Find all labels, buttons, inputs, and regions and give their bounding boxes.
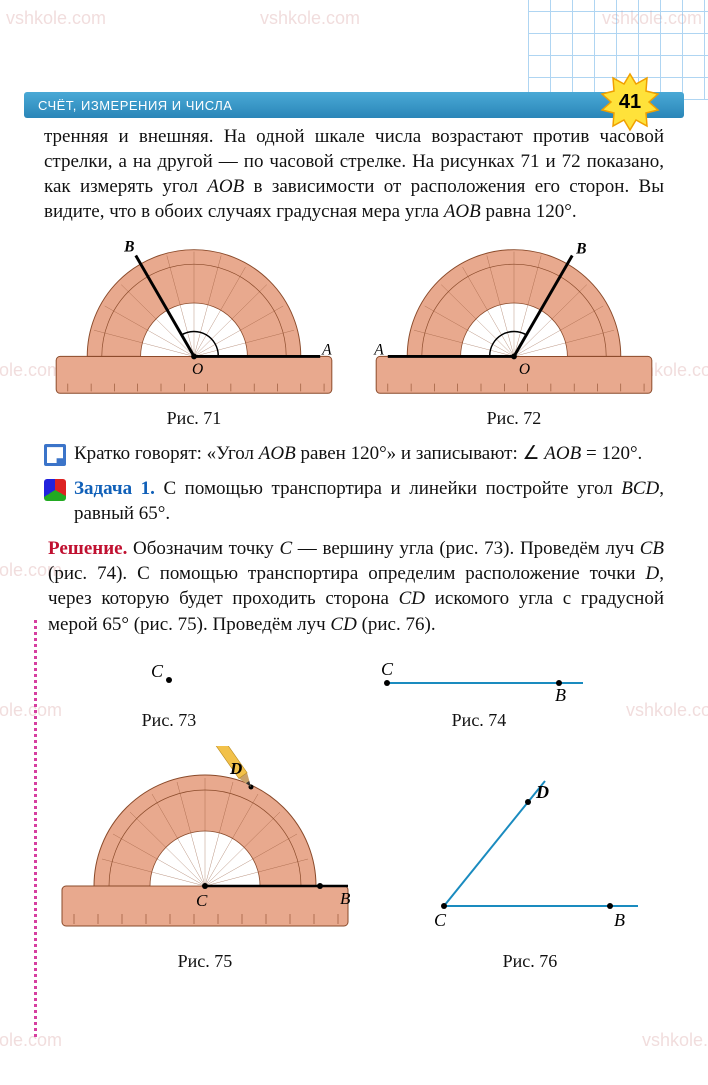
book-icon: [44, 444, 66, 466]
svg-text:A: A: [373, 342, 384, 359]
task-block: Задача 1. С помощью транспортира и линей…: [44, 476, 664, 526]
svg-text:B: B: [555, 685, 566, 705]
svg-text:C: C: [151, 661, 164, 681]
figure-76: C B D Рис. 76: [396, 746, 664, 974]
page-number-star: 41: [600, 72, 660, 132]
svg-text:C: C: [196, 891, 208, 910]
watermark: vshkole.com: [6, 8, 106, 29]
svg-text:C: C: [434, 910, 447, 930]
solution-label: Решение.: [48, 538, 127, 559]
svg-text:D: D: [229, 759, 242, 778]
section-header: СЧЁТ, ИЗМЕРЕНИЯ И ЧИСЛА: [24, 92, 684, 118]
svg-text:O: O: [519, 361, 530, 378]
task-label: Задача 1.: [74, 478, 155, 499]
figure-76-caption: Рис. 76: [396, 950, 664, 974]
svg-text:B: B: [575, 241, 586, 258]
figure-75: C B D Рис. 75: [44, 746, 366, 974]
figure-row-73-74: C Рис. 73 C B Рис. 74: [44, 655, 664, 733]
svg-text:O: O: [192, 361, 203, 378]
page-number: 41: [600, 72, 660, 132]
figure-75-caption: Рис. 75: [44, 950, 366, 974]
figure-71: O A B: [44, 238, 344, 403]
figure-row-75-76: C B D Рис. 75 C B D Рис. 76: [44, 746, 664, 974]
figure-74-caption: Рис. 74: [359, 709, 599, 733]
svg-text:B: B: [123, 239, 134, 256]
figure-73-caption: Рис. 73: [109, 709, 229, 733]
note-block: Кратко говорят: «Угол AOB равен 120°» и …: [44, 441, 664, 466]
cube-icon: [44, 479, 66, 501]
figure-72: O A B: [364, 238, 664, 403]
figure-73: C Рис. 73: [109, 655, 229, 733]
watermark: vshkole.cc: [642, 1030, 708, 1051]
watermark: vshkole.com: [0, 1030, 62, 1051]
svg-text:C: C: [381, 659, 394, 679]
margin-dots: [34, 620, 37, 1037]
figure-72-caption: Рис. 72: [364, 407, 664, 431]
section-title: СЧЁТ, ИЗМЕРЕНИЯ И ЧИСЛА: [38, 98, 232, 113]
figure-74: C B Рис. 74: [359, 655, 599, 733]
svg-text:B: B: [340, 889, 351, 908]
solution-paragraph: Решение. Обозначим точку C — вершину угл…: [44, 536, 664, 636]
watermark: vshkole.com: [260, 8, 360, 29]
svg-text:B: B: [614, 910, 625, 930]
svg-text:D: D: [535, 782, 549, 802]
figure-71-caption: Рис. 71: [44, 407, 344, 431]
svg-text:A: A: [321, 342, 332, 359]
intro-paragraph: тренняя и внешняя. На одной шкале числа …: [44, 124, 664, 224]
figure-row-71-72: O A B Рис. 71: [44, 238, 664, 431]
